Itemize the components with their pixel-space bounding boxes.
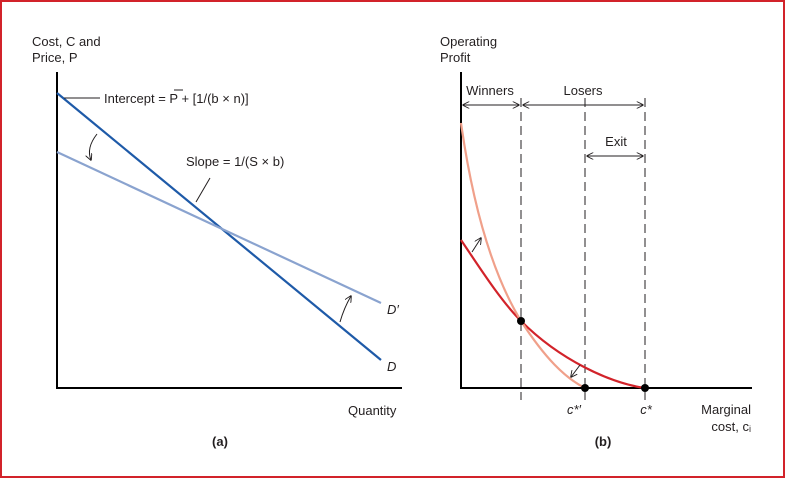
rotation-arrow-right-icon [339, 296, 351, 323]
panel-b-y-label-line2: Profit [440, 50, 471, 65]
slope-leader-line [195, 177, 211, 203]
panel-b-caption: (b) [595, 434, 612, 449]
curve-d-prime-label: D′ [387, 302, 399, 317]
curve-shift-arrow-down-icon [571, 364, 581, 377]
profit-curve-new [459, 122, 586, 389]
panel-b-y-label-line1: Operating [440, 34, 497, 49]
curve-shift-arrow-up-icon [471, 238, 481, 253]
exit-label: Exit [605, 134, 627, 149]
losers-label: Losers [563, 83, 603, 98]
winners-label: Winners [466, 83, 514, 98]
c-star-point [641, 384, 649, 392]
profit-curve-original [460, 239, 646, 390]
panel-a-y-label-line2: Price, P [32, 50, 78, 65]
demand-line-d-prime [56, 151, 382, 304]
panel-b-x-label-line2: cost, cᵢ [711, 419, 751, 434]
curve-d-label: D [387, 359, 396, 374]
panel-a: Cost, C and Price, P Quantity (a) D D′ I… [32, 34, 402, 449]
panel-a-caption: (a) [212, 434, 228, 449]
intercept-label: Intercept = P + [1/(b × n)] [104, 91, 249, 106]
c-star-prime-point [581, 384, 589, 392]
slope-label: Slope = 1/(S × b) [186, 154, 284, 169]
c-star-prime-label: c*′ [567, 402, 582, 417]
panel-b-x-label-line1: Marginal [701, 402, 751, 417]
rotation-arrow-left-icon [89, 133, 98, 160]
panel-a-y-label-line1: Cost, C and [32, 34, 101, 49]
panel-b: Operating Profit Marginal cost, cᵢ (b) W… [440, 34, 752, 449]
curves-intersection-point [517, 317, 525, 325]
panel-a-x-label: Quantity [348, 403, 397, 418]
c-star-label: c* [640, 402, 653, 417]
